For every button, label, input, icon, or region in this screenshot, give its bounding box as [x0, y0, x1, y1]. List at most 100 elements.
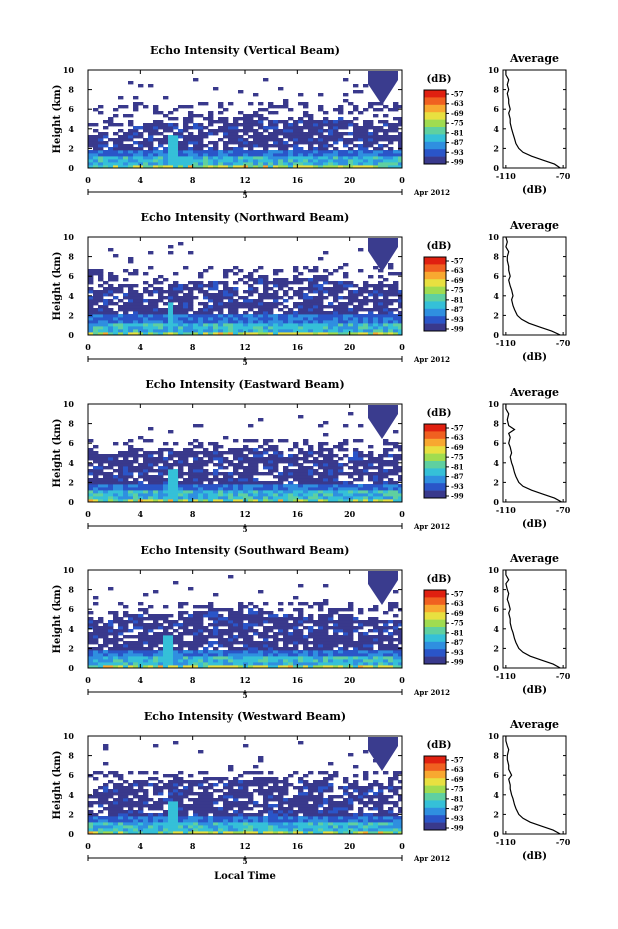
echo-cell [118, 632, 124, 636]
echo-cell [388, 602, 394, 606]
echo-cell [238, 278, 244, 282]
echo-cell [328, 460, 334, 464]
echo-cell [183, 454, 189, 458]
echo-cell [178, 780, 184, 784]
echo-cell [338, 165, 344, 168]
echo-cell [148, 638, 154, 642]
echo-cell [368, 105, 374, 109]
echo-cell [143, 635, 149, 639]
echo-cell [323, 650, 329, 654]
echo-cell [98, 626, 104, 630]
echo-cell [353, 478, 359, 482]
echo-cell [188, 138, 194, 142]
echo-cell [213, 789, 219, 793]
echo-cell [143, 466, 149, 470]
echo-cell [218, 653, 224, 657]
echo-cell [118, 804, 124, 808]
echo-cell [268, 159, 274, 163]
echo-cell [193, 454, 199, 458]
echo-cell [288, 650, 294, 654]
echo-cell [233, 314, 239, 318]
echo-cell [128, 499, 134, 502]
echo-cell [298, 629, 304, 633]
echo-cell [98, 650, 104, 654]
echo-cell [108, 647, 114, 651]
echo-cell [158, 499, 164, 502]
echo-cell [128, 819, 134, 823]
echo-cell [258, 487, 264, 491]
echo-cell [313, 650, 319, 654]
profile-y-tick-label: 8 [493, 85, 499, 95]
echo-cell [228, 493, 234, 497]
echo-cell [253, 144, 259, 148]
echo-cell [238, 463, 244, 467]
echo-cell [198, 469, 204, 473]
echo-cell [148, 144, 154, 148]
echo-cell [143, 662, 149, 666]
echo-cell [223, 608, 229, 612]
echo-cell [313, 284, 319, 288]
echo-cell [378, 472, 384, 476]
echo-cell [348, 329, 354, 333]
echo-cell [298, 602, 304, 606]
echo-cell [253, 499, 259, 502]
echo-cell [98, 798, 104, 802]
echo-cell [258, 299, 264, 303]
echo-cell [223, 786, 229, 790]
profile-frame [502, 569, 567, 669]
echo-cell [223, 499, 229, 502]
echo-cell [128, 305, 134, 309]
echo-cell [113, 611, 119, 615]
echo-cell [163, 810, 169, 814]
echo-cell [348, 111, 354, 115]
echo-cell [263, 632, 269, 636]
echo-cell [123, 792, 129, 796]
echo-cell [193, 493, 199, 497]
echo-cell [283, 653, 289, 657]
echo-cell [113, 478, 119, 482]
echo-cell [148, 499, 154, 502]
colorbar-band [424, 424, 446, 432]
echo-cell [163, 644, 169, 648]
echo-cell [318, 120, 324, 124]
echo-cell [178, 469, 184, 473]
echo-cell [113, 484, 119, 488]
echo-cell [173, 165, 179, 168]
echo-cell [218, 150, 224, 154]
echo-cell [323, 617, 329, 621]
echo-cell [163, 783, 169, 787]
echo-cell [288, 135, 294, 139]
echo-cell [233, 332, 239, 335]
echo-cell [213, 635, 219, 639]
echo-cell [288, 617, 294, 621]
echo-cell [168, 117, 174, 121]
echo-cell [328, 665, 334, 668]
echo-cell [248, 602, 254, 606]
echo-cell [88, 822, 94, 826]
echo-cell [303, 481, 309, 485]
echo-cell [393, 156, 399, 160]
echo-cell [188, 296, 194, 300]
echo-cell [248, 326, 254, 330]
echo-cell [253, 156, 259, 160]
echo-cell [348, 484, 354, 488]
echo-cell [133, 141, 139, 145]
echo-cell [388, 263, 394, 267]
echo-cell [273, 290, 279, 294]
echo-cell [168, 774, 174, 778]
date-month-year-label: Apr 2012 [413, 188, 450, 197]
echo-cell [238, 305, 244, 309]
echo-cell [228, 783, 234, 787]
echo-cell [198, 165, 204, 168]
echo-cell [368, 275, 374, 279]
echo-cell [218, 644, 224, 648]
profile-y-tick-label: 4 [493, 458, 499, 468]
echo-cell [98, 460, 104, 464]
echo-cell [243, 117, 249, 121]
echo-cell [273, 460, 279, 464]
echo-cell [248, 317, 254, 321]
echo-cell [123, 641, 129, 645]
echo-cell [388, 317, 394, 321]
echo-cell [313, 120, 319, 124]
echo-cell [373, 162, 379, 166]
